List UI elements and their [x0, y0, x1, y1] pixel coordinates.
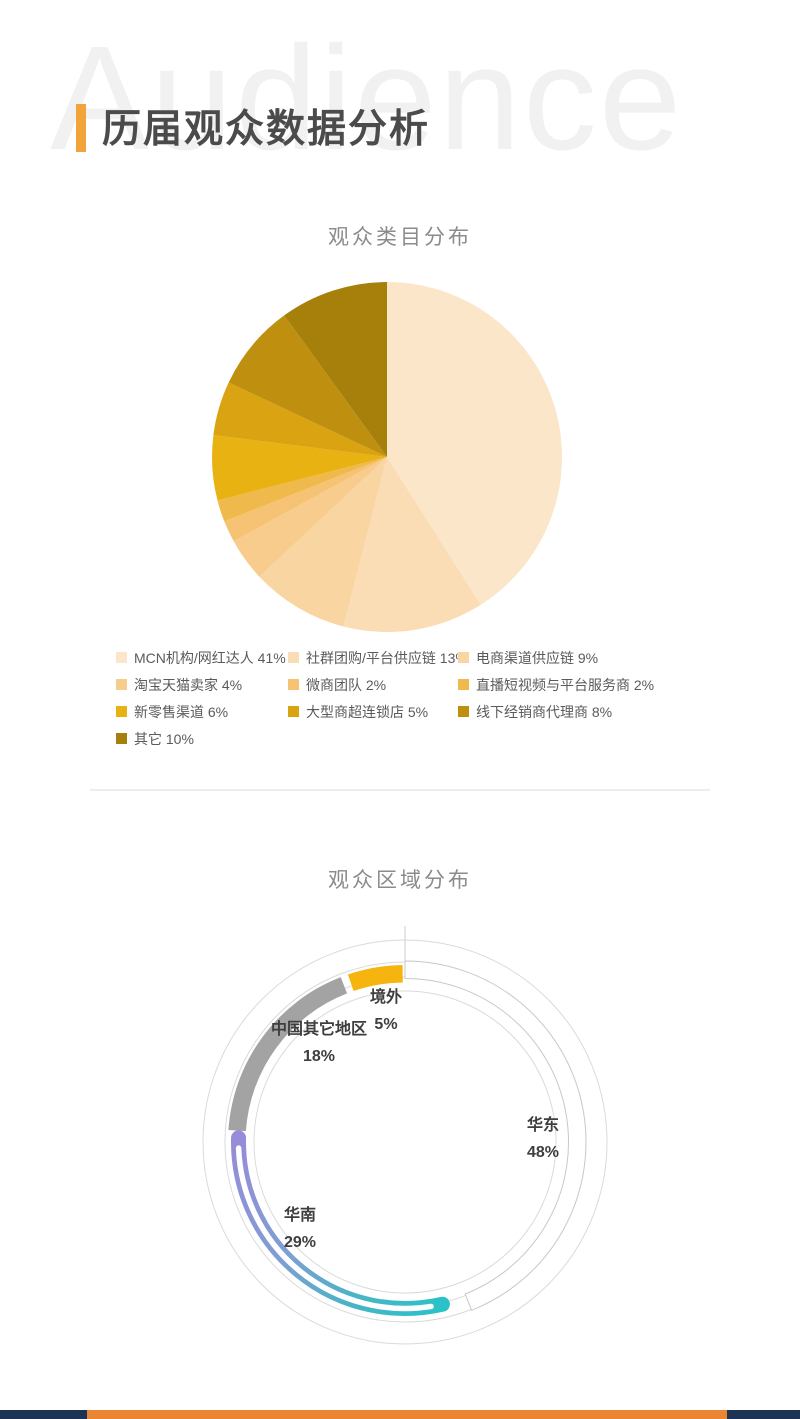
page-title: 历届观众数据分析 [102, 108, 431, 151]
legend-swatch [458, 679, 469, 690]
region-label-overseas: 境外 5% [370, 984, 402, 1038]
pie-slice-6 [212, 435, 387, 501]
region-name: 华南 [283, 1207, 316, 1224]
region-value: 29% [283, 1234, 317, 1251]
legend-label: 社群团购/平台供应链 13% [306, 649, 468, 666]
bar-huanan-centerline [235, 1145, 434, 1312]
radial-bar-chart [202, 926, 608, 1345]
legend-label: 线下经销商代理商 8% [476, 703, 613, 720]
legend-item: MCN机构/网红达人 41% [116, 648, 288, 668]
radial-chart-title: 观众区域分布 [328, 869, 472, 892]
legend-swatch [116, 679, 127, 690]
pie-slice-0 [387, 282, 563, 605]
region-name: 境外 [369, 989, 403, 1006]
region-label-china-other: 中国其它地区 18% [271, 1016, 367, 1070]
legend-label: 新零售渠道 6% [134, 703, 229, 720]
pie-legend: MCN机构/网红达人 41% 社群团购/平台供应链 13% 电商渠道供应链 9% 淘宝… [116, 644, 706, 752]
legend-swatch [458, 706, 469, 717]
legend-item: 直播短视频与平台服务商 2% [458, 675, 706, 695]
region-value: 48% [526, 1144, 560, 1161]
legend-label: MCN机构/网红达人 41% [134, 649, 286, 666]
footer-strip [0, 1410, 800, 1419]
legend-swatch [288, 652, 299, 663]
legend-label: 直播短视频与平台服务商 2% [476, 676, 655, 693]
legend-swatch [288, 706, 299, 717]
legend-item: 新零售渠道 6% [116, 702, 288, 722]
pie-slice-3 [233, 457, 387, 577]
legend-label: 大型商超连锁店 5% [306, 703, 429, 720]
footer-navy-left [0, 1410, 87, 1419]
legend-item: 电商渠道供应链 9% [458, 648, 706, 668]
region-value: 5% [374, 1016, 398, 1033]
region-label-huanan: 华南 29% [284, 1202, 316, 1256]
bar-china-other [228, 977, 348, 1132]
region-value: 18% [302, 1048, 336, 1065]
section-divider [90, 789, 710, 791]
legend-label: 电商渠道供应链 9% [476, 649, 599, 666]
pie-slice-9 [284, 282, 387, 457]
pie-slice-7 [213, 382, 387, 457]
legend-item: 微商团队 2% [288, 675, 458, 695]
legend-item: 其它 10% [116, 729, 288, 749]
guide-circle-0 [253, 990, 557, 1294]
bar-huadong [404, 960, 587, 1311]
legend-label: 微商团队 2% [306, 676, 387, 693]
legend-label: 其它 10% [134, 730, 194, 747]
legend-label: 淘宝天猫卖家 4% [134, 676, 243, 693]
legend-item: 淘宝天猫卖家 4% [116, 675, 288, 695]
footer-orange-bar [87, 1410, 727, 1419]
footer-navy-right [727, 1410, 800, 1419]
pie-slice-4 [224, 457, 387, 542]
pie-slice-1 [343, 457, 481, 632]
legend-item: 社群团购/平台供应链 13% [288, 648, 468, 668]
legend-swatch [116, 733, 127, 744]
legend-swatch [288, 679, 299, 690]
region-name: 中国其它地区 [270, 1021, 368, 1038]
bar-huanan [231, 1130, 450, 1316]
watermark-text: Audience [50, 16, 684, 181]
pie-slice-8 [228, 315, 387, 457]
pie-slice-5 [217, 457, 387, 522]
title-accent-bar [76, 104, 86, 152]
pie-slice-2 [259, 457, 387, 627]
legend-swatch [116, 652, 127, 663]
pie-chart [212, 282, 563, 632]
legend-swatch [458, 652, 469, 663]
legend-item: 大型商超连锁店 5% [288, 702, 458, 722]
legend-item: 线下经销商代理商 8% [458, 702, 706, 722]
region-label-huadong: 华东 48% [527, 1112, 559, 1166]
bar-overseas [347, 965, 403, 992]
pie-chart-title: 观众类目分布 [328, 226, 472, 249]
legend-swatch [116, 706, 127, 717]
region-name: 华东 [526, 1117, 559, 1134]
